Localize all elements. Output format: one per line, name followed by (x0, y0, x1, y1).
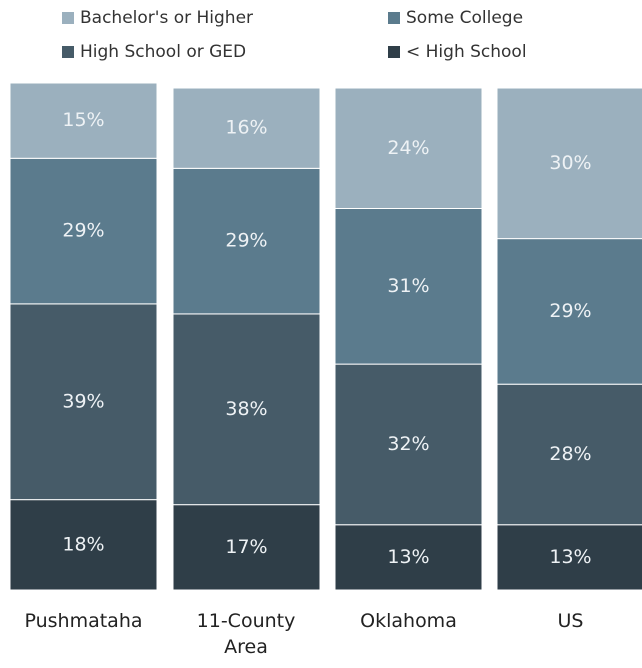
data-label: 32% (387, 433, 429, 455)
legend-label: High School or GED (80, 42, 246, 62)
data-label: 39% (62, 390, 104, 412)
data-label: 16% (225, 117, 267, 139)
legend-label: Bachelor's or Higher (80, 8, 253, 28)
bar-segment (334, 87, 483, 209)
bar-segment (172, 87, 321, 169)
data-label: 18% (62, 533, 104, 555)
x-tick-label: Oklahoma (360, 610, 457, 632)
bar-segment (9, 499, 158, 591)
bar-segment (172, 313, 321, 506)
x-tick-label: 11-County Area (196, 610, 296, 658)
bar-segment (334, 207, 483, 365)
bar-segment (496, 383, 642, 526)
legend-swatch (388, 12, 400, 24)
x-tick-label: Pushmataha (24, 610, 143, 632)
data-label: 28% (549, 443, 591, 465)
data-label: 31% (387, 275, 429, 297)
data-label: 15% (62, 109, 104, 131)
bar-segment (334, 363, 483, 526)
data-label: 13% (387, 546, 429, 568)
data-label: 30% (549, 152, 591, 174)
legend-swatch (62, 12, 74, 24)
data-label: 29% (62, 220, 104, 242)
legend-swatch (388, 46, 400, 58)
data-label: 24% (387, 137, 429, 159)
bar-segment (172, 504, 321, 591)
legend-label: Some College (406, 8, 523, 28)
bar-segment (334, 524, 483, 591)
data-label: 38% (225, 398, 267, 420)
data-label: 17% (225, 536, 267, 558)
legend-swatch (62, 46, 74, 58)
bar-segment (9, 82, 158, 159)
data-label: 13% (549, 546, 591, 568)
bar-segment (496, 87, 642, 240)
data-label: 29% (225, 230, 267, 252)
data-label: 29% (549, 300, 591, 322)
bar-segment (496, 524, 642, 591)
bar-segment (9, 303, 158, 501)
bar-segment (172, 167, 321, 315)
x-tick-label: US (557, 610, 584, 632)
legend-label: < High School (406, 42, 527, 62)
bar-segment (496, 238, 642, 385)
